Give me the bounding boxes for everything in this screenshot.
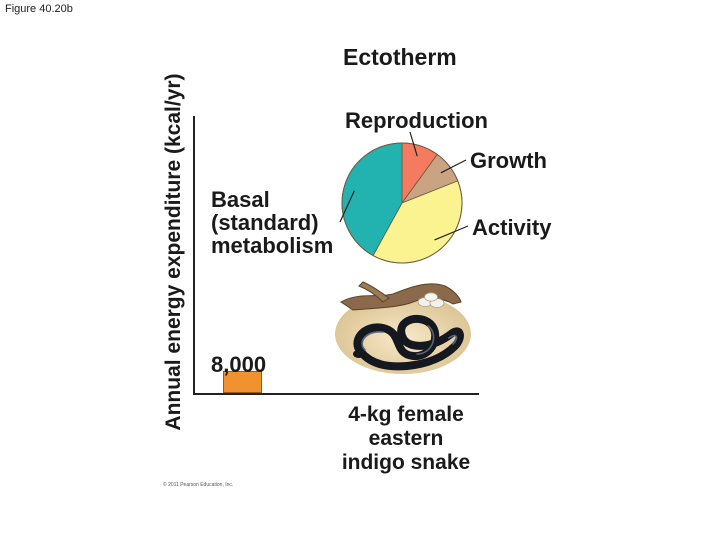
x-category-line-1: 4-kg female — [348, 403, 464, 426]
x-axis — [193, 393, 479, 395]
pie-label-reproduction: Reproduction — [345, 108, 488, 133]
snake-highlight — [361, 325, 458, 355]
pie-label-growth: Growth — [470, 148, 547, 173]
figure-label: Figure 40.20b — [5, 3, 73, 15]
pie-label-activity: Activity — [472, 215, 552, 240]
pie-label-basal: Basal (standard) metabolism — [211, 188, 333, 257]
snake-body — [353, 314, 464, 371]
x-category-line-3: indigo snake — [341, 451, 471, 474]
snake-illustration — [335, 281, 471, 374]
log-branch — [340, 283, 462, 311]
egg-3 — [424, 292, 438, 302]
leader-line-reproduction — [409, 131, 418, 157]
bar-indigo-snake — [223, 370, 262, 393]
bar-value-label: 8,000 — [211, 352, 267, 377]
x-category-label: 4-kg female eastern indigo snake — [316, 403, 496, 475]
leader-line-activity — [434, 225, 469, 241]
pie-outline — [341, 142, 463, 264]
snake-head — [353, 350, 365, 358]
copyright: © 2011 Pearson Education, Inc. — [163, 482, 234, 488]
y-axis — [193, 116, 195, 395]
x-category-line-2: eastern — [368, 427, 444, 450]
pie-label-basal-line-3: metabolism — [211, 233, 334, 258]
pie-label-basal-line-2: (standard) — [211, 210, 319, 235]
pie-label-basal-line-1: Basal — [211, 187, 270, 212]
chart-title: Ectotherm — [343, 44, 457, 70]
leader-line-growth — [440, 159, 467, 174]
leader-line-basal — [339, 190, 355, 223]
log-branch-2 — [358, 281, 390, 303]
